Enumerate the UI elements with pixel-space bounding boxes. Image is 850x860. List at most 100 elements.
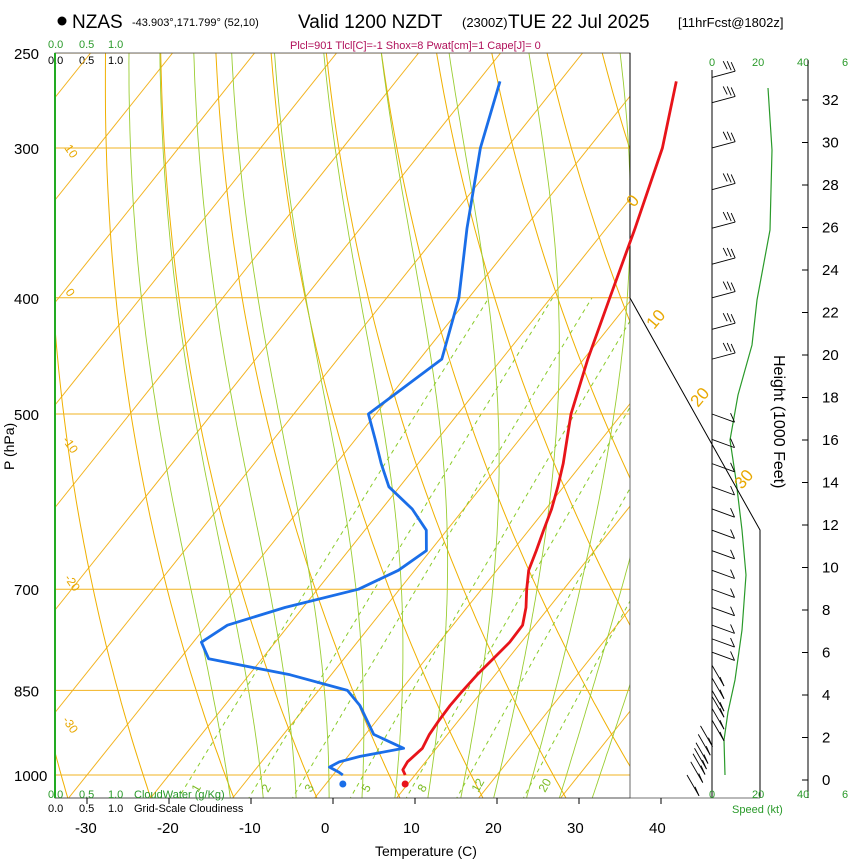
height-tick-18: 18 [822, 390, 839, 407]
dry-adiabat-line [215, 53, 401, 798]
height-tick-14: 14 [822, 475, 839, 492]
height-tick-10: 10 [822, 560, 839, 577]
moist-adiabat-line [159, 53, 264, 798]
mixing-ratio-line [248, 297, 554, 798]
wind-barb-shaft [711, 182, 736, 191]
height-tick-20: 20 [822, 347, 839, 364]
wind-barb-feather [730, 588, 735, 598]
isotherm-line [314, 402, 630, 798]
wind-barb-feather [722, 312, 728, 322]
wind-barb-feather [726, 173, 732, 183]
x-tick-20: 20 [485, 820, 502, 837]
moist-adiabat-line [274, 53, 365, 798]
wind-barb-feather [698, 773, 704, 783]
wind-barb-feather [730, 343, 736, 354]
mixing-ratio-label-2: 2 [258, 781, 274, 794]
wind-barb-feather [722, 173, 728, 182]
wind-barb-feather [726, 131, 732, 141]
speed-top-0: 0 [709, 57, 715, 69]
dry-adiabat-label--20: -20 [62, 572, 84, 595]
dry-adiabat-line [55, 321, 152, 798]
dry-adiabat-line [380, 53, 630, 768]
height-tick-6: 6 [822, 645, 830, 662]
wind-barb-feather [730, 637, 735, 648]
height-tick-0: 0 [822, 772, 830, 789]
wind-barb-feather [730, 212, 736, 223]
wind-barb-shaft [711, 322, 736, 330]
dry-adiabat-line [55, 750, 69, 798]
mixing-ratio-label-5: 5 [358, 781, 374, 794]
wind-barb-feather [730, 62, 736, 72]
wind-barb-feather [730, 529, 735, 539]
height-axis-title: Height (1000 Feet) [770, 355, 787, 488]
wind-barb-feather [730, 313, 736, 324]
wind-barb-feather [730, 549, 735, 560]
station-coords: -43.903°,171.799° (52,10) [132, 17, 259, 29]
height-tick-24: 24 [822, 262, 839, 279]
wind-barb-shaft [711, 257, 736, 265]
far-right-top: 6 [842, 57, 848, 69]
mixing-ratio-line [349, 320, 630, 798]
height-tick-30: 30 [822, 135, 839, 152]
wind-barb-feather [726, 342, 732, 353]
moist-adiabat-line [558, 556, 630, 798]
isotherm-line [478, 607, 630, 798]
wind-barb-feather [719, 708, 725, 718]
top-scale-green-1: 0.5 [79, 39, 94, 51]
wind-barb-feather [730, 651, 735, 661]
speed-top-40: 40 [797, 57, 809, 69]
y-axis-title: P (hPa) [1, 423, 17, 470]
moist-adiabat-line [231, 53, 330, 798]
wind-barb-feather [730, 507, 735, 518]
station-dot [57, 16, 67, 26]
surface-temperature-dot [401, 780, 409, 788]
wind-barb-feather [700, 765, 706, 775]
wind-barb-feather [722, 281, 728, 290]
wind-barb-feather [730, 462, 735, 473]
isotherm-line [560, 710, 630, 798]
wind-barb-feather [702, 759, 707, 770]
wind-barb-feather [722, 86, 728, 95]
isotherm-line [55, 53, 337, 406]
wind-barb-feather [730, 485, 735, 496]
wind-barb-shaft [711, 221, 736, 229]
dry-adiabat-line [104, 53, 235, 798]
x-tick-30: 30 [567, 820, 584, 837]
wind-barb-shaft [711, 352, 736, 360]
dry-adiabat-line [436, 53, 630, 627]
plot-frame [54, 52, 631, 799]
pressure-tick-500: 500 [14, 407, 39, 424]
wind-barb-shaft [711, 70, 736, 78]
wind-barb-feather [722, 61, 728, 70]
x-tick--10: -10 [239, 820, 261, 837]
wind-barb-shaft [711, 486, 735, 496]
wind-barb-shaft [711, 588, 735, 598]
mixing-ratio-line [177, 297, 490, 798]
isotherm-line [55, 53, 255, 304]
indices-line: Plcl=901 Tlcl[C]=-1 Shox=8 Pwat[cm]=1 Ca… [290, 40, 541, 52]
pressure-tick-300: 300 [14, 141, 39, 158]
wind-barb-feather [722, 342, 728, 352]
cloudwater-label: CloudWater (g/Kg) [134, 789, 225, 801]
temperature-profile [401, 81, 678, 776]
far-right-bottom: 6 [842, 789, 848, 801]
top-scale-black-1: 0.5 [79, 55, 94, 67]
dewpoint-profile [200, 81, 502, 777]
x-tick--20: -20 [157, 820, 179, 837]
wind-barb-feather [708, 737, 713, 747]
mixing-ratio-line [456, 487, 630, 798]
height-tick-2: 2 [822, 730, 830, 747]
bottom-scale-green-2: 1.0 [108, 789, 123, 801]
speed-label: Speed (kt) [732, 804, 783, 816]
isotherm-line [55, 53, 173, 201]
wind-barb-shaft [711, 638, 735, 648]
x-axis-title: Temperature (C) [375, 843, 477, 859]
bottom-scale-black-0: 0.0 [48, 803, 63, 815]
valid-time: Valid 1200 NZDT [298, 12, 443, 33]
moist-adiabat-line [323, 53, 404, 798]
wind-barb-shaft [711, 95, 736, 104]
isotherm-line [643, 53, 850, 798]
top-scale-green-0: 0.0 [48, 39, 63, 51]
wind-barb-feather [719, 701, 725, 712]
